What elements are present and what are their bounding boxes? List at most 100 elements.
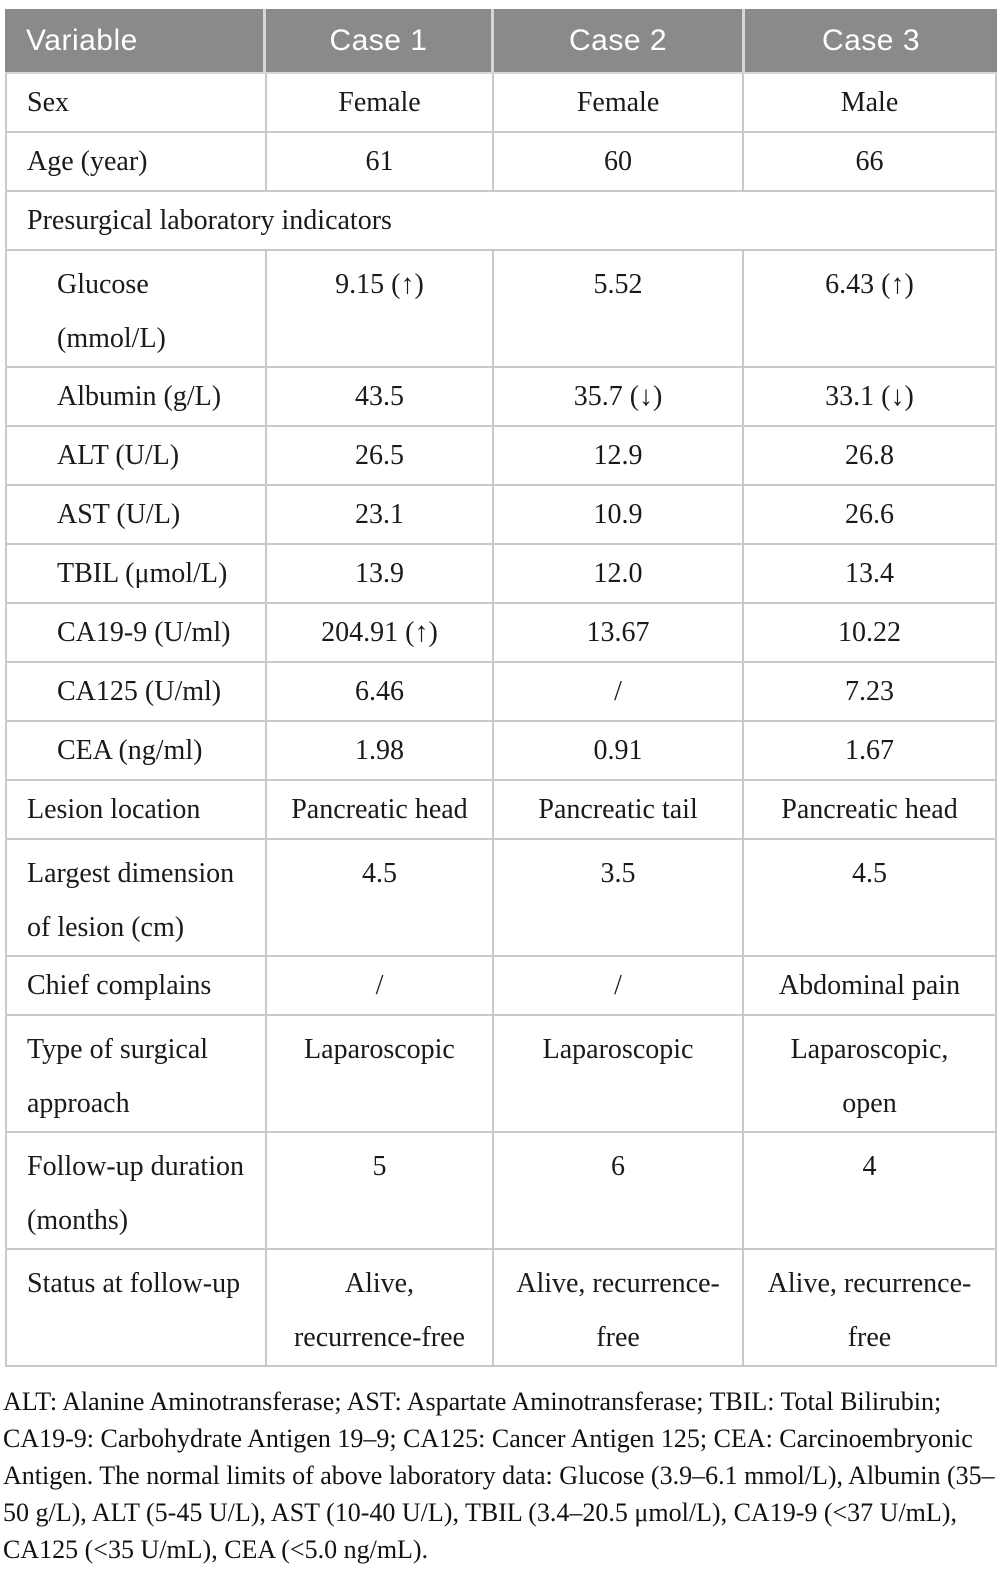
row-value: Alive, recurrence-free: [267, 1250, 495, 1365]
row-label: CA125 (U/ml): [7, 663, 267, 720]
cell-line: 12.0: [593, 557, 643, 589]
table-row: Age (year) 61 60 66: [7, 131, 995, 190]
cell-line: Abdominal pain: [778, 969, 961, 1001]
row-value: /: [494, 663, 745, 720]
row-value: 4: [744, 1133, 995, 1248]
header-case-1: Case 1: [265, 9, 495, 72]
cell-line: Laparoscopic: [542, 1034, 694, 1065]
cell-line: Chief complains: [27, 969, 212, 1001]
cell-line: Age (year): [27, 145, 148, 177]
cell-line: 61: [365, 145, 394, 177]
table-header-row: Variable Case 1 Case 2 Case 3: [5, 9, 997, 72]
table-row: CA19-9 (U/ml) 204.91 (↑) 13.67 10.22: [7, 602, 995, 661]
row-value: 13.9: [267, 545, 495, 602]
table-row: Type of surgical approach Laparoscopic Lapa…: [7, 1014, 995, 1131]
row-value: /: [494, 957, 745, 1014]
cell-line: Female: [576, 86, 660, 118]
cell-line: Presurgical laboratory indicators: [27, 204, 392, 236]
cell-line: approach: [27, 1088, 130, 1119]
header-case-2: Case 2: [494, 9, 746, 72]
row-label: Presurgical laboratory indicators: [7, 192, 995, 249]
row-label: Age (year): [7, 133, 267, 190]
cell-line: Pancreatic head: [291, 793, 468, 825]
cell-line: 5.52: [593, 269, 643, 300]
row-value: 1.67: [744, 722, 995, 779]
cell-line: Albumin (g/L): [57, 380, 222, 412]
row-value: Pancreatic tail: [494, 781, 745, 838]
cell-line: Male: [840, 86, 899, 118]
row-value: 0.91: [494, 722, 745, 779]
row-label: Largest dimension of lesion (cm): [7, 840, 267, 955]
cell-line: 9.15 (↑): [335, 269, 424, 300]
table-row: Albumin (g/L) 43.5 35.7 (↓) 33.1 (↓): [7, 366, 995, 425]
cell-line: (mmol/L): [57, 323, 166, 354]
row-value: Pancreatic head: [744, 781, 995, 838]
cell-line: 7.23: [845, 675, 894, 707]
cell-line: 13.9: [354, 557, 404, 589]
cell-line: Largest dimension: [27, 858, 235, 889]
row-value: 204.91 (↑): [267, 604, 495, 661]
cell-line: 13.67: [586, 616, 650, 648]
cell-line: 6: [611, 1151, 626, 1182]
table-row: ALT (U/L) 26.5 12.9 26.8: [7, 425, 995, 484]
cell-line: 26.6: [845, 498, 894, 530]
cell-line: 204.91 (↑): [321, 616, 438, 648]
cell-line: free: [847, 1322, 892, 1353]
row-value: 66: [744, 133, 995, 190]
table-row: Lesion location Pancreatic head Pancreatic…: [7, 779, 995, 838]
cell-line: CA19-9 (U/ml): [57, 616, 231, 648]
cell-line: Alive, recurrence-: [516, 1268, 720, 1299]
table-row: Follow-up duration (months) 5 6 4: [7, 1131, 995, 1248]
cell-line: Status at follow-up: [27, 1268, 241, 1299]
row-value: /: [267, 957, 495, 1014]
row-label: Chief complains: [7, 957, 267, 1014]
row-label: TBIL (μmol/L): [7, 545, 267, 602]
cell-line: 1.98: [354, 734, 404, 766]
cell-line: of lesion (cm): [27, 912, 185, 943]
cell-line: Follow-up duration: [27, 1151, 244, 1182]
row-value: 9.15 (↑): [267, 251, 495, 366]
row-value: 12.0: [494, 545, 745, 602]
table-row: Sex Female Female Male: [7, 74, 995, 131]
table-row: Glucose (mmol/L) 9.15 (↑) 5.52 6.43 (↑): [7, 249, 995, 366]
cell-line: 10.22: [838, 616, 901, 648]
row-label: Sex: [7, 74, 267, 131]
row-value: 13.67: [494, 604, 745, 661]
cell-line: CEA (ng/ml): [57, 734, 203, 766]
cell-line: (months): [27, 1205, 129, 1236]
cell-line: 33.1 (↓): [825, 380, 914, 412]
cell-line: 6.43 (↑): [825, 269, 914, 300]
table-row: Status at follow-up Alive, recurrence-free…: [7, 1248, 995, 1365]
row-value: 1.98: [267, 722, 495, 779]
table-row: TBIL (μmol/L) 13.9 12.0 13.4: [7, 543, 995, 602]
row-value: 13.4: [744, 545, 995, 602]
row-value: Laparoscopic: [267, 1016, 495, 1131]
row-value: 4.5: [744, 840, 995, 955]
cell-line: 26.5: [354, 439, 404, 471]
row-value: Alive, recurrence-free: [744, 1250, 995, 1365]
table-row: Largest dimension of lesion (cm) 4.5 3.5 4.5: [7, 838, 995, 955]
row-value: Laparoscopic, open: [744, 1016, 995, 1131]
row-label: CEA (ng/ml): [7, 722, 267, 779]
table-footnote: ALT: Alanine Aminotransferase; AST: Aspa…: [3, 1387, 995, 1564]
table-row: AST (U/L) 23.1 10.9 26.6: [7, 484, 995, 543]
cell-line: 10.9: [593, 498, 643, 530]
cell-line: CA125 (U/ml): [57, 675, 222, 707]
cell-line: Glucose: [57, 269, 149, 300]
row-label: Lesion location: [7, 781, 267, 838]
cell-line: 60: [604, 145, 633, 177]
row-value: 7.23: [744, 663, 995, 720]
row-value: Alive, recurrence-free: [494, 1250, 745, 1365]
cell-line: 5: [372, 1151, 387, 1182]
case-comparison-table: Variable Case 1 Case 2 Case 3 Sex Female F…: [5, 9, 997, 1367]
cell-line: Pancreatic head: [781, 793, 958, 825]
row-value: 43.5: [267, 368, 495, 425]
cell-line: Laparoscopic: [304, 1034, 455, 1065]
row-value: 10.22: [744, 604, 995, 661]
section-row: Presurgical laboratory indicators: [7, 190, 995, 249]
cell-line: /: [614, 969, 622, 1001]
table-row: CA125 (U/ml) 6.46 / 7.23: [7, 661, 995, 720]
row-value: 5: [267, 1133, 495, 1248]
row-value: Abdominal pain: [744, 957, 995, 1014]
